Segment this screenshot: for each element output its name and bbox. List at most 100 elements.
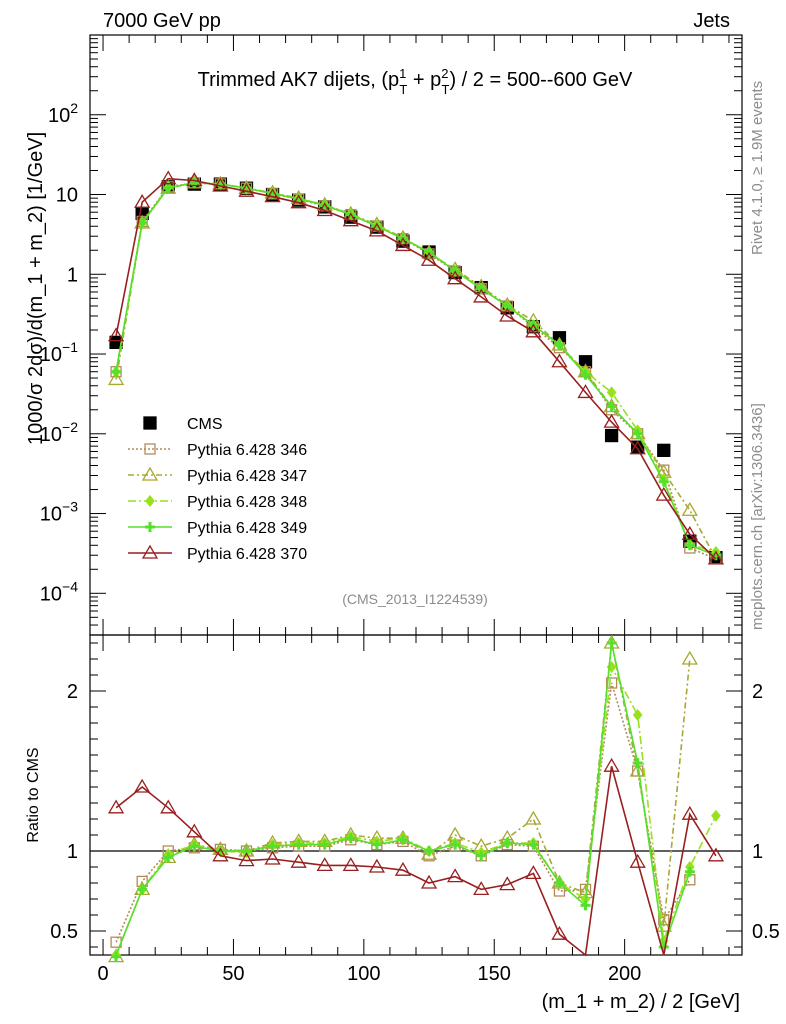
data-point bbox=[473, 288, 490, 303]
data-point bbox=[238, 852, 255, 867]
header-left: 7000 GeV pp bbox=[103, 10, 221, 32]
legend-entry: Pythia 6.428 348 bbox=[128, 494, 307, 511]
main-ytick-label: 10−1 bbox=[40, 339, 78, 366]
x-axis-label: (m_1 + m_2) / 2 [GeV] bbox=[542, 991, 740, 1013]
main-ytick-label: 1 bbox=[67, 264, 78, 286]
data-point bbox=[577, 384, 594, 399]
data-point bbox=[144, 443, 156, 455]
data-point bbox=[551, 353, 568, 368]
data-point bbox=[606, 401, 617, 412]
rivet-label: Rivet 4.1.0, ≥ 1.9M events bbox=[749, 81, 766, 255]
data-point bbox=[707, 847, 725, 862]
data-point bbox=[632, 708, 643, 722]
data-point bbox=[316, 202, 333, 217]
data-point bbox=[684, 866, 695, 877]
data-point bbox=[212, 847, 229, 862]
data-point bbox=[711, 809, 721, 822]
main-frame bbox=[89, 34, 743, 636]
data-point bbox=[424, 846, 435, 856]
data-point bbox=[160, 799, 177, 814]
data-point bbox=[368, 858, 386, 873]
data-point bbox=[657, 443, 671, 457]
mcplots-label: mcplots.cern.ch [arXiv:1306.3436] bbox=[749, 403, 766, 630]
data-point bbox=[141, 544, 159, 559]
data-point bbox=[502, 838, 513, 848]
data-point bbox=[551, 925, 568, 940]
data-point bbox=[681, 525, 698, 540]
data-point bbox=[681, 805, 698, 820]
legend-label: Pythia 6.428 370 bbox=[187, 546, 307, 563]
main-ytick-label: 10−3 bbox=[40, 499, 78, 526]
data-point bbox=[163, 852, 174, 863]
data-point bbox=[528, 839, 539, 850]
data-point bbox=[267, 841, 278, 852]
ratio-ytick-label-right: 1 bbox=[752, 841, 763, 863]
data-point bbox=[476, 850, 487, 861]
data-point bbox=[632, 758, 643, 768]
data-point bbox=[580, 369, 591, 380]
data-point bbox=[107, 327, 125, 342]
main-ticks bbox=[90, 34, 742, 636]
series-p349 bbox=[111, 638, 695, 962]
data-point bbox=[606, 638, 617, 648]
series-p370 bbox=[107, 757, 725, 957]
data-point bbox=[186, 172, 203, 187]
data-point bbox=[450, 839, 461, 850]
series-line bbox=[115, 642, 691, 956]
ratio-xtick-labels: 0 50 100 150 200 bbox=[97, 963, 641, 985]
data-point bbox=[189, 841, 200, 852]
data-point bbox=[707, 550, 725, 565]
data-point bbox=[606, 386, 617, 399]
data-point bbox=[681, 650, 698, 665]
data-point bbox=[111, 951, 122, 962]
ratio-ytick-label-right: 0.5 bbox=[752, 921, 780, 943]
data-point bbox=[580, 900, 591, 911]
ratio-xtick-label: 100 bbox=[347, 963, 380, 985]
legend-label: Pythia 6.428 349 bbox=[187, 520, 307, 537]
data-point bbox=[137, 884, 148, 895]
ratio-ytick-label-right: 2 bbox=[752, 681, 763, 703]
legend-entry: CMS bbox=[143, 416, 223, 433]
data-point bbox=[189, 177, 200, 188]
data-point bbox=[499, 876, 516, 891]
data-point bbox=[629, 853, 646, 868]
analysis-watermark: (CMS_2013_I1224539) bbox=[342, 591, 488, 607]
data-point bbox=[342, 857, 359, 872]
data-point bbox=[345, 833, 356, 844]
chart-title: Trimmed AK7 dijets, (p1 T + p2 T) / 2 = 50… bbox=[198, 66, 633, 97]
data-point bbox=[107, 799, 125, 814]
legend-entry: Pythia 6.428 349 bbox=[128, 520, 307, 537]
ratio-ylabel: Ratio to CMS bbox=[25, 747, 42, 842]
main-ytick-label: 10 bbox=[56, 185, 78, 207]
main-ylabel: 1000/σ 2dσ)/d(m_1 + m_2) [1/GeV] bbox=[25, 132, 47, 445]
data-point bbox=[145, 522, 155, 532]
ratio-xtick-label: 50 bbox=[222, 963, 244, 985]
data-point bbox=[605, 677, 618, 689]
data-point bbox=[499, 307, 516, 322]
data-point bbox=[394, 237, 412, 252]
data-point bbox=[163, 182, 174, 193]
header-right: Jets bbox=[693, 10, 730, 32]
data-point bbox=[368, 222, 386, 237]
data-point bbox=[107, 371, 125, 386]
legend-label: Pythia 6.428 346 bbox=[187, 442, 307, 459]
series-line bbox=[115, 765, 717, 957]
data-point bbox=[554, 878, 565, 888]
data-point bbox=[143, 416, 157, 430]
data-point bbox=[238, 182, 255, 197]
data-point bbox=[525, 810, 542, 825]
ratio-ytick-label: 0.5 bbox=[50, 921, 78, 943]
data-point bbox=[420, 845, 438, 860]
legend: CMS Pythia 6.428 346 Pythia 6.428 347 Pythi… bbox=[128, 416, 307, 563]
data-point bbox=[160, 170, 177, 185]
legend-entry: Pythia 6.428 370 bbox=[128, 544, 307, 563]
data-point bbox=[145, 494, 155, 508]
data-point bbox=[293, 839, 304, 850]
data-point bbox=[134, 193, 151, 208]
data-point bbox=[603, 757, 620, 772]
series-line bbox=[115, 642, 691, 956]
main-series bbox=[107, 170, 725, 565]
data-point bbox=[446, 270, 464, 285]
series-p347 bbox=[107, 634, 698, 963]
